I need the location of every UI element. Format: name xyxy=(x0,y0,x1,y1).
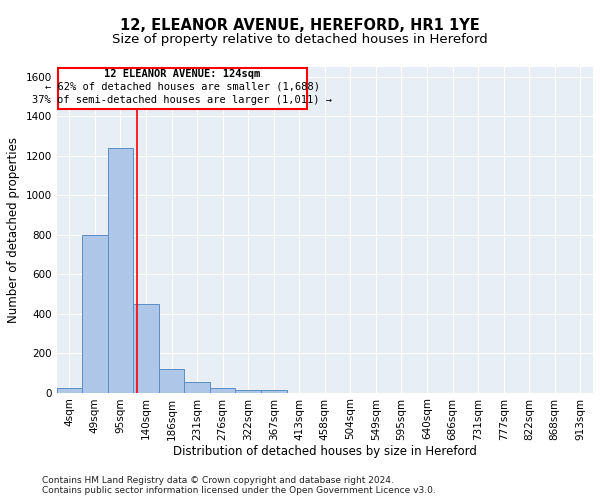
Bar xyxy=(82,234,108,392)
Bar xyxy=(108,148,133,392)
Bar xyxy=(56,388,82,392)
Text: Size of property relative to detached houses in Hereford: Size of property relative to detached ho… xyxy=(112,32,488,46)
Text: Contains HM Land Registry data © Crown copyright and database right 2024.: Contains HM Land Registry data © Crown c… xyxy=(42,476,394,485)
Text: 12, ELEANOR AVENUE, HEREFORD, HR1 1YE: 12, ELEANOR AVENUE, HEREFORD, HR1 1YE xyxy=(120,18,480,32)
Text: 37% of semi-detached houses are larger (1,011) →: 37% of semi-detached houses are larger (… xyxy=(32,95,332,105)
Bar xyxy=(58,68,307,110)
Text: Contains public sector information licensed under the Open Government Licence v3: Contains public sector information licen… xyxy=(42,486,436,495)
Bar xyxy=(184,382,210,392)
Bar xyxy=(133,304,159,392)
Text: 12 ELEANOR AVENUE: 124sqm: 12 ELEANOR AVENUE: 124sqm xyxy=(104,69,260,79)
Bar xyxy=(235,390,261,392)
Bar xyxy=(210,388,235,392)
Bar xyxy=(159,369,184,392)
Y-axis label: Number of detached properties: Number of detached properties xyxy=(7,136,20,322)
X-axis label: Distribution of detached houses by size in Hereford: Distribution of detached houses by size … xyxy=(173,445,477,458)
Bar xyxy=(261,390,287,392)
Text: ← 62% of detached houses are smaller (1,688): ← 62% of detached houses are smaller (1,… xyxy=(45,82,320,92)
